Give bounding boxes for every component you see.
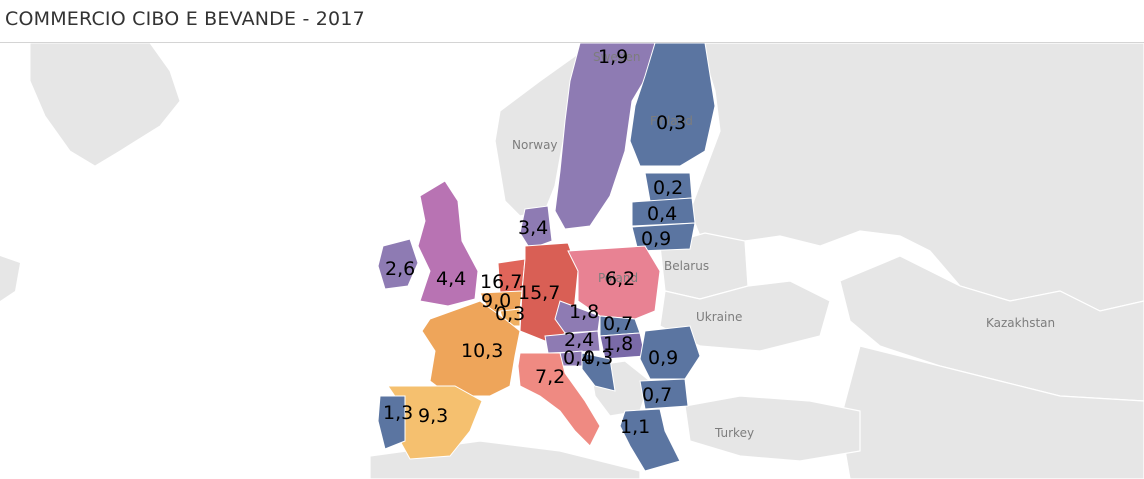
value-label-france: 10,3	[461, 340, 503, 362]
value-label-austria: 2,4	[564, 329, 594, 351]
europe-map[interactable]: Norway Belarus Ukraine Kazakhstan Turkey…	[0, 43, 1144, 479]
chart-title: COMMERCIO CIBO E BEVANDE - 2017	[5, 8, 365, 30]
value-label-netherlands: 16,7	[480, 271, 522, 293]
value-label-slovenia: 0,4	[563, 347, 593, 369]
basemap-label-ukraine: Ukraine	[696, 310, 742, 324]
basemap-label-kazakhstan: Kazakhstan	[986, 316, 1055, 330]
iceland-land	[0, 256, 20, 301]
kazakhstan-land	[839, 255, 1144, 402]
basemap-label-belarus: Belarus	[664, 259, 709, 273]
value-label-denmark: 3,4	[518, 217, 548, 239]
value-label-poland: 6,2	[605, 268, 635, 290]
country-austria[interactable]	[544, 330, 601, 354]
value-label-luxembourg: 0,3	[495, 303, 525, 325]
country-greece[interactable]	[619, 408, 681, 472]
country-italy[interactable]	[517, 352, 601, 447]
value-label-romania: 0,9	[648, 347, 678, 369]
value-label-germany: 15,7	[518, 282, 560, 304]
country-finland[interactable]	[629, 43, 716, 167]
value-label-slovakia: 0,7	[603, 313, 633, 335]
country-croatia[interactable]	[581, 352, 616, 392]
greenland-land	[29, 43, 181, 167]
value-label-ireland: 2,6	[385, 258, 415, 280]
country-bulgaria[interactable]	[639, 378, 689, 410]
country-czechia[interactable]	[554, 300, 601, 334]
value-label-uk: 4,4	[436, 268, 466, 290]
value-label-estonia: 0,2	[653, 177, 683, 199]
country-lithuania[interactable]	[631, 222, 696, 252]
value-label-belgium: 9,0	[481, 290, 511, 312]
basemap-label-poland: Poland	[598, 271, 638, 285]
country-france[interactable]	[421, 300, 521, 397]
basemap-label-sweden: Sweden	[593, 50, 640, 64]
basemap-label-finland: Finland	[650, 114, 693, 128]
country-uk[interactable]	[417, 180, 479, 307]
map-area[interactable]: Norway Belarus Ukraine Kazakhstan Turkey…	[0, 42, 1144, 479]
value-label-bulgaria: 0,7	[642, 384, 672, 406]
value-label-spain: 9,3	[418, 405, 448, 427]
value-label-sweden: 1,9	[598, 46, 628, 68]
basemap-label-turkey: Turkey	[714, 426, 754, 440]
value-label-lithuania: 0,9	[641, 228, 671, 250]
country-portugal[interactable]	[377, 395, 406, 450]
turkey-land	[684, 395, 861, 462]
value-label-latvia: 0,4	[647, 203, 677, 225]
value-label-czechia: 1,8	[569, 301, 599, 323]
value-label-italy: 7,2	[535, 366, 565, 388]
value-label-greece: 1,1	[620, 416, 650, 438]
value-label-portugal: 1,3	[383, 402, 413, 424]
value-label-finland: 0,3	[656, 112, 686, 134]
country-ireland[interactable]	[377, 238, 419, 290]
value-label-hungary: 1,8	[603, 333, 633, 355]
basemap-label-norway: Norway	[512, 138, 558, 152]
value-label-croatia: 0,3	[583, 347, 613, 369]
